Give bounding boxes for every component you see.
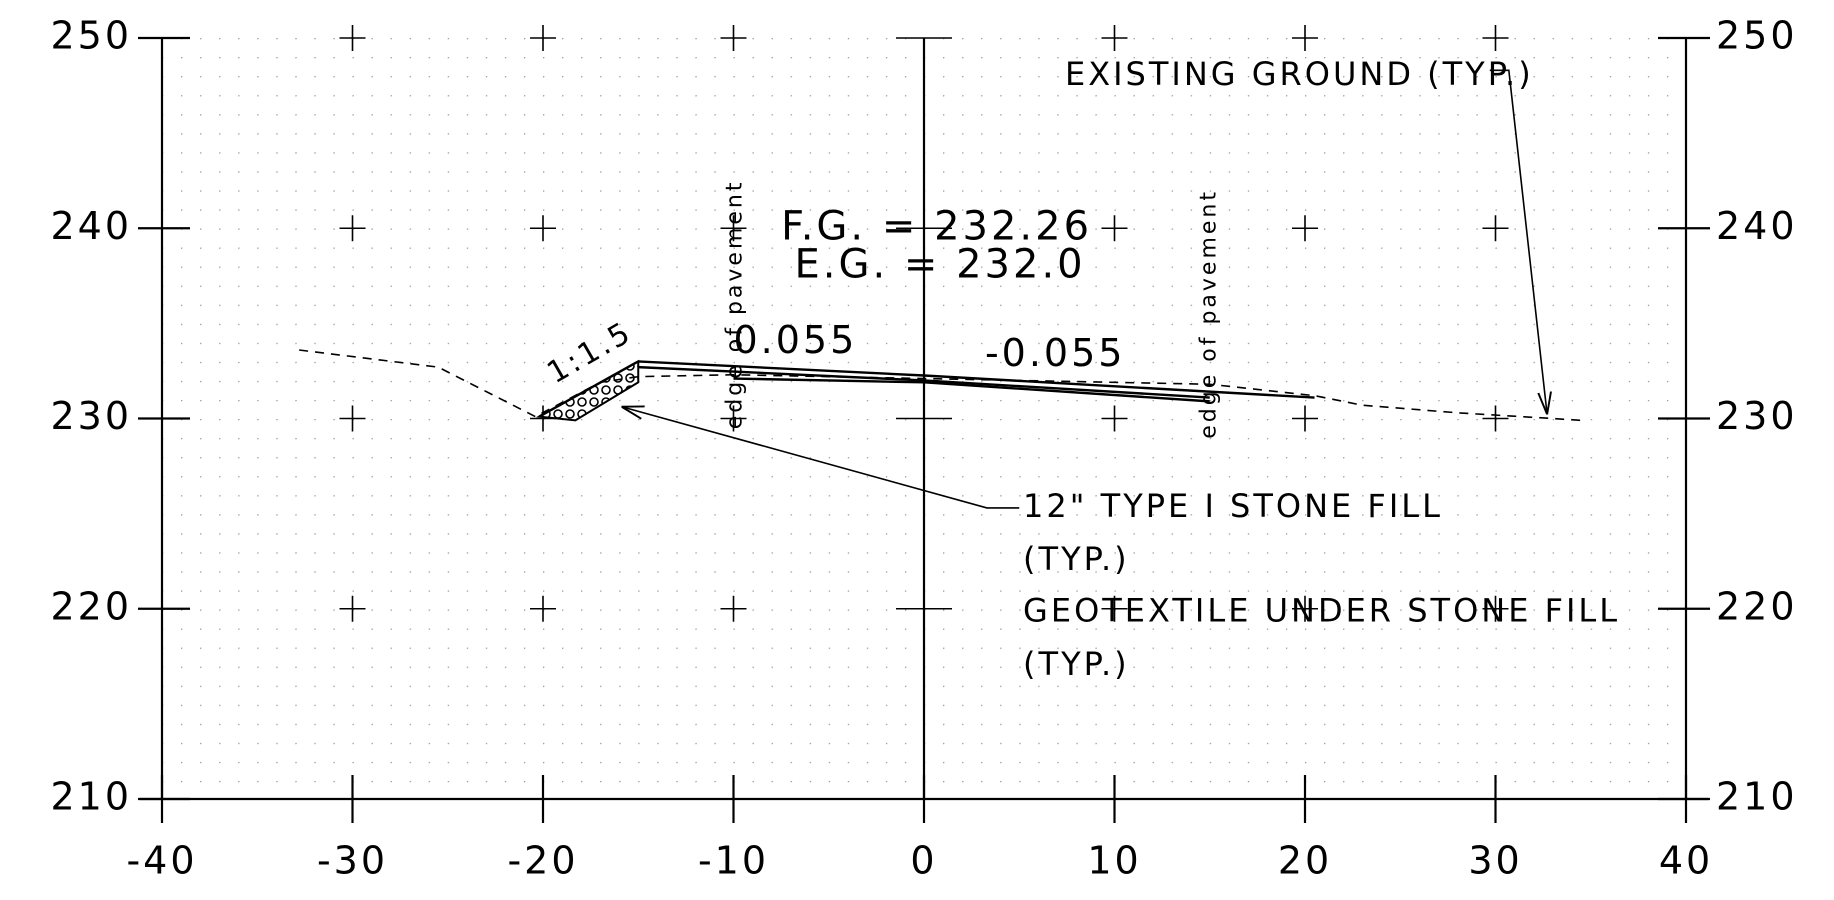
- grid-cross: [1292, 25, 1318, 51]
- grid-cross: [339, 595, 366, 622]
- grid-cross: [1482, 215, 1509, 242]
- grid-cross: [339, 25, 366, 51]
- x-tick-label: -10: [698, 839, 769, 883]
- x-tick-label: 0: [910, 839, 937, 883]
- annotation: (TYP.): [1023, 645, 1130, 683]
- section-line: [733, 377, 1210, 403]
- grid-cross: [339, 215, 366, 242]
- annotation: E.G. = 232.0: [794, 241, 1085, 287]
- leader: [623, 407, 1020, 509]
- annotation: edge of pavement: [1197, 189, 1222, 439]
- annotation: 0.055: [734, 318, 858, 362]
- grid-cross: [720, 25, 747, 51]
- grid-cross: [1292, 595, 1318, 622]
- grid-cross: [1292, 405, 1318, 432]
- y-tick-label-right: 220: [1716, 584, 1798, 628]
- annotation: GEOTEXTILE UNDER STONE FILL: [1023, 592, 1620, 630]
- x-tick-label: -20: [507, 839, 578, 883]
- annotation: 12" TYPE I STONE FILL: [1023, 487, 1443, 525]
- grid-cross: [530, 595, 556, 622]
- grid-cross: [339, 405, 366, 432]
- grid-cross: [1292, 215, 1318, 242]
- annotation: EXISTING GROUND (TYP.): [1065, 55, 1534, 93]
- leader: [1489, 69, 1547, 412]
- x-tick-label: 10: [1087, 839, 1141, 883]
- grid-cross: [530, 215, 556, 242]
- grid-cross: [1482, 405, 1509, 432]
- grid-cross: [720, 215, 747, 242]
- annotation: (TYP.): [1023, 540, 1130, 578]
- x-tick-label: 40: [1659, 839, 1713, 883]
- grid-cross: [1101, 405, 1128, 432]
- grid-cross: [1101, 215, 1128, 242]
- grid-cross: [1101, 595, 1128, 622]
- annotation: F.G. = 232.26: [781, 203, 1092, 249]
- y-tick-label: 220: [50, 584, 132, 628]
- grid-cross: [1482, 595, 1509, 622]
- y-tick-label: 240: [50, 204, 132, 248]
- x-tick-label: 30: [1468, 839, 1522, 883]
- section-line: [638, 365, 1210, 399]
- grid-cross: [720, 405, 747, 432]
- y-tick-label-right: 230: [1716, 394, 1798, 438]
- y-tick-label: 250: [50, 14, 132, 58]
- grid-cross: [1101, 25, 1128, 51]
- x-tick-label: -30: [317, 839, 388, 883]
- section-line: [538, 360, 1315, 418]
- y-tick-label-right: 250: [1716, 14, 1798, 58]
- grid-cross: [1482, 25, 1509, 51]
- annotation: edge of pavement: [722, 179, 747, 429]
- x-tick-label: -40: [126, 839, 197, 883]
- grid-cross: [720, 595, 747, 622]
- grid-cross: [530, 25, 556, 51]
- x-tick-label: 20: [1278, 839, 1332, 883]
- y-tick-label: 230: [50, 394, 132, 438]
- y-tick-label: 210: [50, 775, 132, 819]
- annotation: -0.055: [985, 331, 1125, 375]
- y-tick-label-right: 210: [1716, 775, 1798, 819]
- y-tick-label-right: 240: [1716, 204, 1798, 248]
